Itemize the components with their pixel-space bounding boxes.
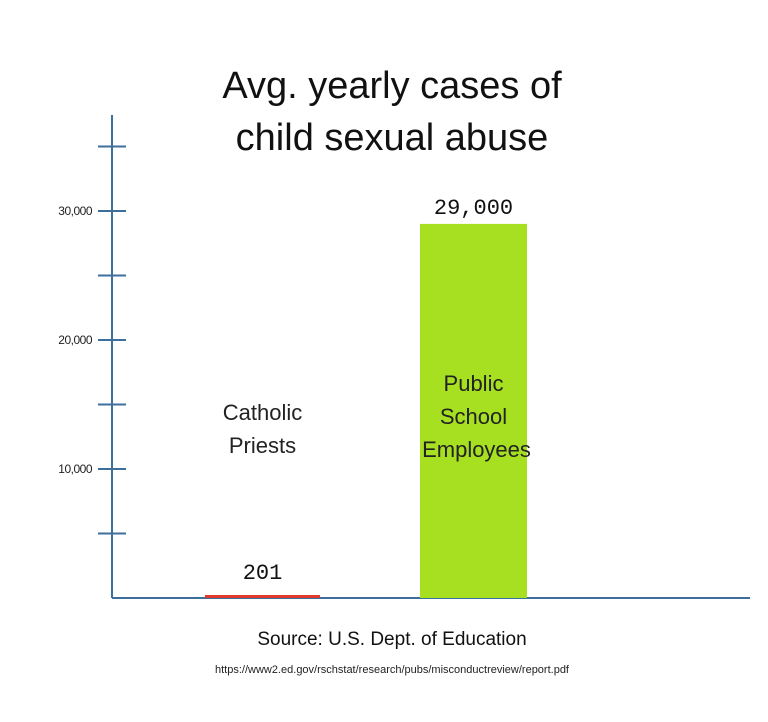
y-tick-label: 10,000: [58, 462, 93, 476]
category-label: Catholic: [223, 400, 302, 425]
category-label: Employees: [422, 437, 531, 462]
bars: [205, 223, 527, 598]
axes: 10,000 20,000 30,000: [58, 115, 750, 599]
chart-title-line-1: Avg. yearly cases of: [222, 65, 562, 107]
source-url: https://www2.ed.gov/rschstat/research/pu…: [215, 664, 570, 676]
bar-labels: 201 Catholic Priests 29,000 Public School Empl…: [223, 196, 531, 586]
y-tick-label: 30,000: [58, 204, 93, 218]
chart-title-line-2: child sexual abuse: [236, 117, 549, 159]
bar-value-label: 201: [243, 561, 283, 586]
y-tick-label: 20,000: [58, 333, 93, 347]
bar-value-label: 29,000: [434, 196, 513, 221]
category-label: Public: [444, 371, 504, 396]
category-label: Priests: [229, 433, 296, 458]
category-label: School: [440, 404, 507, 429]
bar-catholic-priests: [205, 595, 320, 598]
source-text: Source: U.S. Dept. of Education: [257, 629, 526, 650]
bar-public-school-employees: [420, 223, 527, 598]
